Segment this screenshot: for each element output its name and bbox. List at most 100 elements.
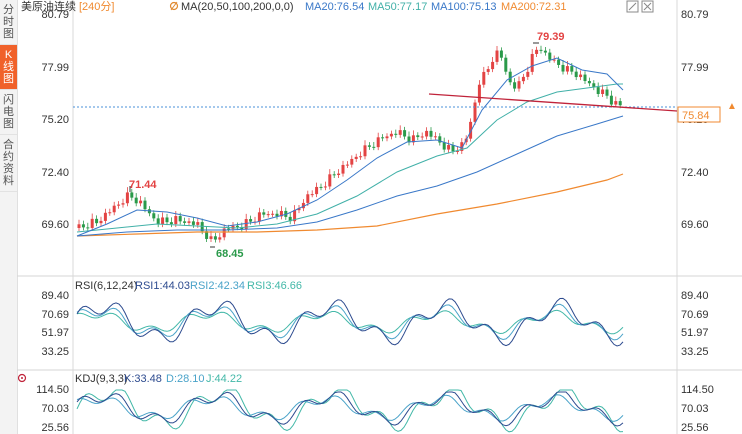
candle-body — [139, 200, 143, 204]
candle-body — [385, 136, 389, 139]
high-annotation: 79.39 — [537, 31, 565, 43]
candle-body — [249, 219, 253, 222]
kdj-axis-right-label: 25.56 — [681, 422, 709, 434]
ma100-line — [76, 115, 624, 237]
rsi-axis-left-label: 33.25 — [41, 346, 69, 358]
candle-body — [614, 101, 618, 105]
candle-body — [341, 164, 345, 174]
candle-body — [262, 212, 266, 215]
candle-body — [363, 145, 367, 157]
candle-body — [323, 186, 327, 188]
candle-body — [495, 50, 499, 62]
candle-body — [557, 59, 561, 65]
candle-body — [486, 69, 490, 72]
candle-body — [174, 216, 178, 225]
candle-body — [517, 81, 521, 89]
candle-body — [403, 130, 407, 137]
candle-body — [169, 222, 173, 225]
ma200-line — [76, 173, 624, 237]
candle-body — [350, 158, 354, 165]
current-price-value: 75.84 — [682, 110, 710, 122]
ma20-line — [76, 57, 624, 237]
tab-2[interactable]: 闪电图 — [0, 90, 17, 135]
chart-canvas[interactable]: 美原油连续 [240分] MA(20,50,100,200,0,0) MA20:7… — [17, 0, 742, 434]
candle-body — [521, 76, 525, 82]
ma50-line — [76, 83, 623, 233]
candle-body — [499, 50, 503, 58]
legend-ma200: MA200:72.31 — [501, 1, 566, 13]
candle-body — [552, 59, 556, 61]
tab-3[interactable]: 合约资料 — [0, 135, 17, 192]
settings-icon[interactable] — [169, 1, 179, 11]
candle-body — [539, 49, 543, 51]
candle-body — [117, 204, 121, 206]
kdj-k-line — [76, 391, 624, 427]
candle-body — [108, 212, 112, 214]
legend-instrument: 美原油连续 [240分] — [21, 0, 114, 13]
candle-body — [231, 225, 235, 229]
candle-body — [328, 174, 332, 187]
candle-body — [209, 236, 213, 239]
candle-body — [95, 218, 99, 224]
candle-body — [394, 133, 398, 135]
kdj-axis-right-label: 114.50 — [681, 384, 714, 396]
candle-body — [183, 221, 187, 223]
candle-body — [592, 83, 596, 88]
price-axis-right-label: 69.60 — [681, 219, 709, 231]
tab-0[interactable]: 分时图 — [0, 0, 17, 45]
candle-body — [235, 225, 239, 228]
candle-body — [455, 150, 459, 152]
candle-body — [587, 81, 591, 84]
candle-body — [376, 137, 380, 148]
candle-body — [288, 216, 292, 222]
candle-body — [482, 71, 486, 85]
zoom-icon[interactable] — [626, 0, 639, 13]
price-axis-left-label: 77.99 — [41, 62, 69, 74]
candle-body — [244, 219, 248, 230]
candle-body — [570, 66, 574, 72]
candle-body — [227, 228, 231, 230]
candle-body — [398, 130, 402, 135]
rsi-axis-right-label: 33.25 — [681, 346, 709, 358]
kdj-settings-icon[interactable] — [17, 373, 27, 383]
candle-body — [442, 142, 446, 150]
candle-body — [429, 130, 433, 137]
candle-body — [121, 203, 125, 205]
close-icon[interactable] — [641, 0, 654, 13]
legend-ma20: MA20:76.54 — [305, 1, 364, 13]
price-alert-icon[interactable]: ▲ — [727, 101, 737, 112]
rsi-axis-left-label: 51.97 — [41, 327, 69, 339]
candle-body — [574, 71, 578, 78]
candle-body — [90, 218, 94, 228]
kdj-d-legend: D:28.10 — [166, 373, 205, 385]
candle-body — [315, 186, 319, 195]
legend-ma50: MA50:77.17 — [368, 1, 427, 13]
rsi3-line — [76, 309, 624, 335]
candle-body — [530, 53, 534, 72]
rsi1-legend: RSI1:44.03 — [135, 280, 190, 292]
candle-body — [469, 121, 473, 139]
candle-body — [345, 164, 349, 166]
candle-body — [477, 84, 481, 103]
candle-body — [605, 89, 609, 96]
candle-body — [543, 50, 547, 53]
candle-body — [196, 222, 200, 225]
candlestick-series — [77, 45, 622, 243]
candle-body — [279, 210, 283, 217]
candle-body — [372, 146, 376, 148]
candle-body — [134, 197, 138, 204]
candle-body — [438, 136, 442, 143]
rsi2-line — [76, 303, 624, 341]
candle-body — [596, 87, 600, 94]
candle-body — [257, 212, 261, 222]
candle-body — [271, 213, 275, 215]
candle-body — [433, 136, 437, 138]
candle-body — [297, 208, 301, 211]
trend-line[interactable] — [428, 93, 678, 112]
candle-body — [359, 156, 363, 158]
price-axis-left-label: 72.40 — [41, 167, 69, 179]
candle-body — [205, 231, 209, 239]
candle-body — [447, 145, 451, 150]
